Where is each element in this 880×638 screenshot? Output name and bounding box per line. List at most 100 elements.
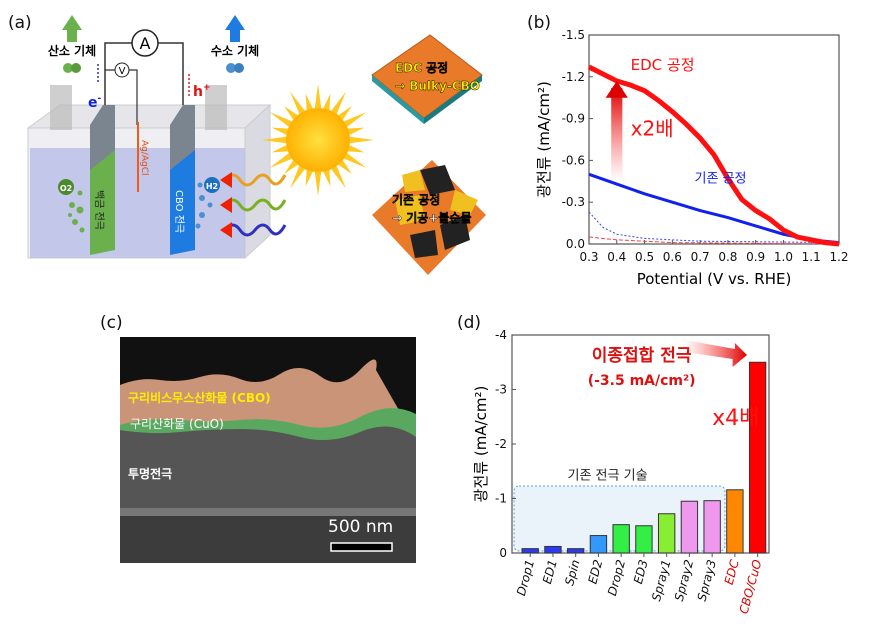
bar-chart: 기존 전극 기술 0 -1 -2 -3 -4 광전류 (mA/cm²) Drop1 ED1 Spi…: [472, 328, 770, 615]
x-tick-label: Drop1: [514, 558, 537, 597]
x-tick-label: 1.2: [829, 250, 848, 264]
sun-ray: [323, 93, 331, 111]
cbo-electrode: [170, 150, 195, 255]
h2-bubbles: [195, 182, 213, 229]
bar: [544, 545, 562, 554]
vent-right: [205, 85, 227, 130]
sun-disc: [286, 108, 350, 172]
series-line: [587, 64, 840, 247]
bar: [703, 500, 721, 554]
y-tick-label: -0.6: [562, 153, 585, 167]
cbo-electrode-label: CBO 전극: [173, 190, 185, 233]
bar: [726, 489, 744, 554]
jv-chart: 0.3 0.4 0.5 0.6 0.7 0.8 0.9 1.0 1.1 1.2 0.0 -0.3 -0.…: [535, 28, 849, 288]
y-tick-label: 0: [499, 546, 507, 560]
x-tick-label: 0.9: [746, 250, 765, 264]
h2-molecule-icon: [234, 63, 244, 73]
sun-ray: [338, 106, 352, 120]
x-tick-label: Spray3: [695, 558, 719, 602]
bar: [635, 525, 653, 554]
light-arrowheads: [220, 172, 232, 238]
series-line: [588, 236, 840, 245]
x-tick-label: ED2: [585, 558, 605, 585]
sun-ray: [338, 160, 352, 174]
sun-ray: [331, 91, 346, 115]
gain-label: x2배: [631, 116, 674, 140]
sem-image: [120, 337, 416, 563]
y-tick-label: -1.2: [562, 70, 585, 84]
sun-icon: [262, 84, 374, 196]
sun-ray: [271, 145, 289, 153]
x-tick-label: 0.6: [663, 250, 682, 264]
y-tick-label: -1.5: [562, 28, 585, 42]
sun-ray: [343, 153, 367, 168]
cuo-layer-label: 구리산화물 (CuO): [130, 417, 224, 431]
x-tick-label: 0.3: [579, 250, 598, 264]
bar: [589, 535, 608, 554]
o2-bubble-icon: [58, 179, 74, 195]
x-tick-label: Spray1: [649, 558, 673, 602]
y-tick-label: -4: [495, 328, 507, 342]
conventional-group-label: 기존 전극 기술: [568, 468, 648, 483]
sun-ray: [323, 169, 331, 187]
sun-ray: [290, 165, 305, 189]
heterojunction-label: 이종접합 전극: [592, 345, 692, 366]
pt-electrode: [90, 150, 115, 255]
sun-ray: [269, 112, 293, 127]
gain-label: x4배: [712, 406, 759, 431]
panel-b: (b) 0.3 0.4 0.5 0.6 0.7 0.8 0.9 1.0 1.1 1.2 0.0 -0.…: [527, 13, 849, 288]
ammeter-icon: [131, 29, 159, 57]
sun-ray: [284, 160, 298, 174]
bar: [521, 548, 539, 554]
panel-c: (c) 구리비스무스산화물 (CBO) 구리산화물 (CuO) 투명전극 500…: [100, 313, 416, 563]
light-waves: [223, 173, 287, 237]
sun-ray: [349, 136, 374, 144]
edc-film-substrate: [372, 75, 424, 124]
edc-film-tile: [371, 34, 483, 119]
oxygen-arrow-icon: [62, 15, 82, 42]
o2-bubbles: [68, 190, 85, 233]
x-tick-label: 0.5: [635, 250, 654, 264]
series-line: [588, 211, 840, 244]
y-tick-label: -2: [495, 437, 507, 451]
y-axis-label: 광전류 (mA/cm²): [535, 81, 553, 198]
bar: [566, 548, 585, 554]
edc-process-label: EDC 공정: [395, 60, 448, 75]
scale-bar-label: 500 nm: [328, 517, 393, 537]
x-tick-label: 0.4: [607, 250, 626, 264]
x-tick-label: 1.0: [774, 250, 793, 264]
sun-ray: [343, 112, 367, 127]
sun-ray: [347, 127, 365, 135]
edc-series-label: EDC 공정: [631, 56, 695, 74]
conventional-process-label: 기존 공정: [392, 192, 440, 207]
o2-molecule-icon: [63, 63, 73, 73]
sun-ray: [347, 145, 365, 153]
bar: [612, 524, 630, 554]
x-tick-label: Drop2: [605, 558, 628, 597]
o2-molecule-icon: [71, 63, 81, 73]
x-tick-label: Spray2: [672, 558, 696, 602]
x-tick-label: ED3: [631, 558, 651, 585]
h2-label: H2: [206, 182, 218, 191]
y-tick-label: 0.0: [566, 237, 585, 251]
sun-ray: [314, 84, 322, 109]
scale-bar: [330, 542, 393, 552]
sun-ray: [331, 165, 346, 189]
sun-ray: [314, 171, 322, 196]
y-tick-label: -0.9: [562, 112, 585, 126]
conventional-result-label: → 기공+불순물: [392, 210, 472, 225]
sun-ray: [290, 91, 305, 115]
h2-bubble-icon: [204, 177, 220, 193]
bar: [657, 513, 676, 554]
pt-electrode-label: 백금 전극: [93, 190, 105, 230]
sun-ray: [305, 169, 313, 187]
panel-label-c: (c): [100, 313, 123, 333]
x-tick-label: 1.1: [802, 250, 821, 264]
vent-left: [50, 85, 72, 130]
oxygen-gas-label: 산소 기체: [48, 43, 96, 58]
o2-label: O2: [60, 184, 72, 193]
sun-ray: [305, 93, 313, 111]
edc-result-label: → Bulky-CBO: [395, 79, 480, 93]
gain-arrow-shaft: [611, 87, 623, 182]
cbo-layer-label: 구리비스무스산화물 (CBO): [128, 390, 271, 405]
